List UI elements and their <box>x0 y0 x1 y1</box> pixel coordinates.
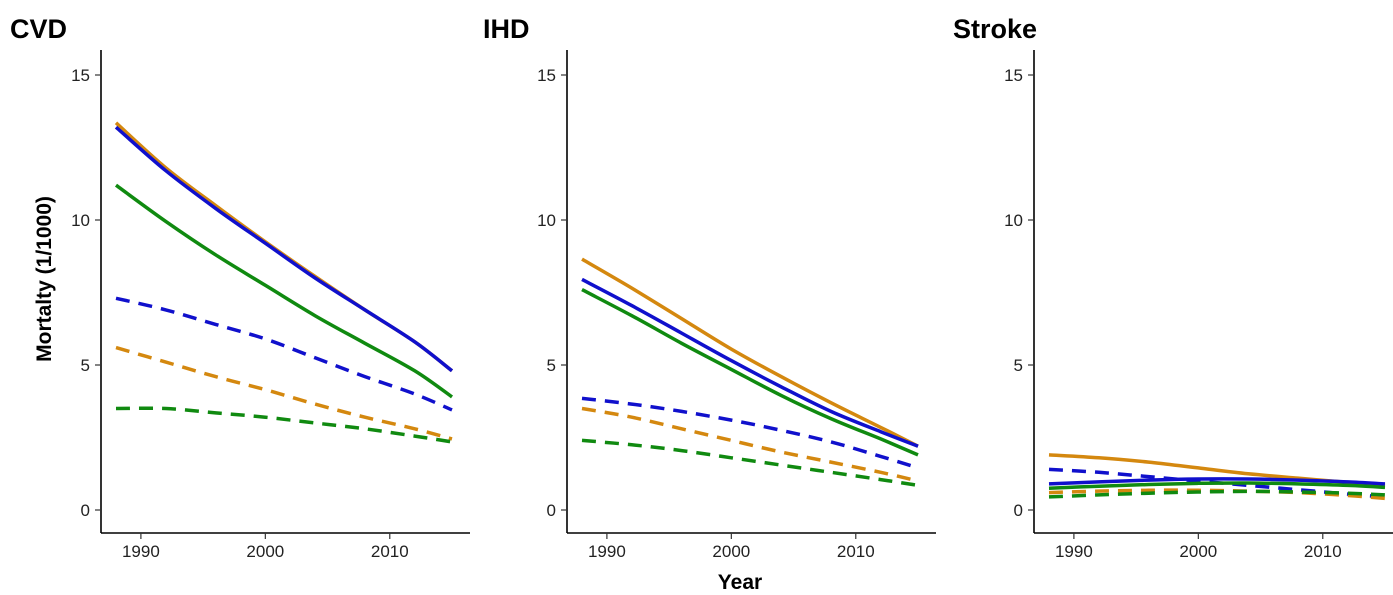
y-tick-label: 5 <box>547 356 556 375</box>
y-tick-label: 15 <box>1004 66 1023 85</box>
series-line-green-solid <box>114 183 454 399</box>
y-tick-label: 10 <box>537 211 556 230</box>
x-tick-label: 2000 <box>246 542 284 561</box>
x-tick-label: 1990 <box>588 542 626 561</box>
series-line-green-dashed <box>115 406 453 444</box>
x-tick-label: 2010 <box>371 542 409 561</box>
series-line-green-dashed <box>581 438 919 488</box>
y-tick-label: 15 <box>537 66 556 85</box>
y-tick-label: 0 <box>81 501 90 520</box>
y-tick-label: 0 <box>547 501 556 520</box>
y-axis-title: Mortalty (1/1000) <box>33 196 56 362</box>
series-line-blue-dashed <box>115 296 453 412</box>
series-line-green-solid <box>1048 481 1386 491</box>
x-tick-label: 2010 <box>1304 542 1342 561</box>
series-group <box>581 257 919 488</box>
series-line-blue-solid <box>581 277 919 448</box>
series-line-blue-solid <box>114 125 454 373</box>
series-line-orange-dashed <box>115 345 453 441</box>
x-tick-label: 1990 <box>1055 542 1093 561</box>
series-group <box>114 121 454 444</box>
y-tick-label: 15 <box>71 66 90 85</box>
y-tick-label: 0 <box>1014 501 1023 520</box>
series-line-green-solid <box>581 288 919 457</box>
panel-cvd: CVD 0 5 10 15 1990 2000 2010 <box>10 14 470 561</box>
y-tick-label: 10 <box>1004 211 1023 230</box>
x-tick-label: 2000 <box>712 542 750 561</box>
y-tick-label: 5 <box>1014 356 1023 375</box>
panel-stroke: Stroke 0 5 10 15 1990 2000 2010 <box>953 14 1393 561</box>
x-tick-label: 1990 <box>122 542 160 561</box>
series-line-blue-dashed <box>581 396 919 470</box>
y-tick-label: 10 <box>71 211 90 230</box>
panel-title: IHD <box>483 14 530 44</box>
panel-ihd: IHD 0 5 10 15 1990 2000 2010 <box>483 14 936 561</box>
panel-title: CVD <box>10 14 67 44</box>
x-axis-title: Year <box>718 571 762 594</box>
x-tick-label: 2000 <box>1179 542 1217 561</box>
series-line-orange-solid <box>581 257 919 448</box>
y-tick-label: 5 <box>81 356 90 375</box>
series-line-green-dashed <box>1048 489 1386 499</box>
panel-title: Stroke <box>953 14 1037 44</box>
series-line-orange-dashed <box>581 406 919 483</box>
x-tick-label: 2010 <box>837 542 875 561</box>
series-line-blue-solid <box>1048 477 1386 486</box>
series-group <box>1048 453 1386 501</box>
